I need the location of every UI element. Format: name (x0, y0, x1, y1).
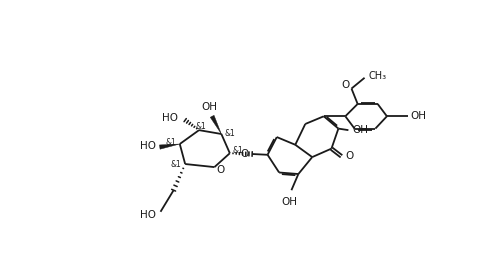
Text: &1: &1 (165, 138, 176, 147)
Text: HO: HO (140, 141, 156, 151)
Polygon shape (159, 144, 180, 149)
Text: &1: &1 (225, 129, 235, 139)
Text: HO: HO (140, 210, 156, 220)
Text: &1: &1 (196, 122, 207, 131)
Text: OH: OH (411, 111, 427, 121)
Text: &1: &1 (233, 147, 243, 155)
Polygon shape (210, 115, 221, 134)
Text: OH: OH (352, 125, 368, 135)
Text: OH: OH (281, 197, 297, 207)
Text: O: O (216, 165, 224, 175)
Text: O: O (241, 149, 249, 159)
Text: O: O (346, 151, 354, 161)
Text: O: O (341, 81, 349, 91)
Text: OH: OH (202, 102, 218, 112)
Text: HO: HO (162, 113, 178, 123)
Text: CH₃: CH₃ (368, 71, 386, 81)
Text: &1: &1 (171, 160, 181, 169)
